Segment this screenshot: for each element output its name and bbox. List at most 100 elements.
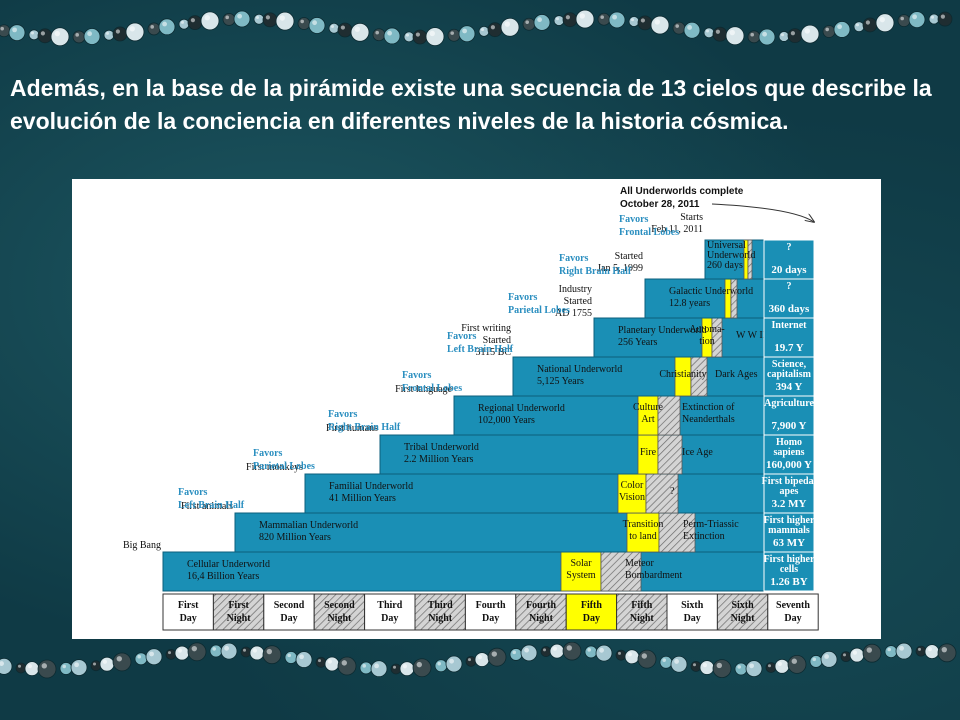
bead — [370, 660, 388, 678]
bead — [222, 13, 236, 26]
result-cell — [763, 239, 815, 280]
underworld-start-label: First animals — [181, 501, 233, 512]
bead — [383, 27, 401, 45]
result-label: Science, capitalism — [767, 359, 812, 380]
bead — [853, 21, 865, 33]
bead-highlight — [374, 663, 379, 669]
heaven-label: Second Night — [324, 600, 355, 624]
slide-title: Además, en la base de la pirámide existe… — [10, 75, 932, 134]
heaven-label: Fifth Night — [630, 600, 655, 624]
bead-highlight — [843, 653, 846, 657]
fifth-night-event: W W II — [736, 330, 766, 341]
bead-highlight — [543, 648, 546, 652]
bead — [562, 12, 578, 28]
underworld-name: National Underworld 5,125 Years — [537, 364, 622, 387]
bead-highlight — [640, 18, 646, 23]
bead — [134, 652, 148, 666]
heaven-cell — [616, 593, 668, 631]
bead — [624, 649, 640, 665]
bead — [412, 658, 432, 678]
bead — [240, 646, 252, 658]
bead — [187, 642, 207, 662]
bead-highlight — [191, 645, 197, 652]
result-value: 160,000 Y — [766, 459, 812, 471]
bead — [833, 21, 851, 38]
bead-highlight — [781, 33, 784, 37]
bead-highlight — [93, 662, 96, 666]
bead-highlight — [129, 26, 135, 32]
bead — [908, 11, 926, 29]
bead — [670, 655, 688, 673]
bead-border-bottom — [0, 641, 960, 682]
bead — [350, 22, 370, 42]
bead — [487, 22, 503, 38]
bead — [637, 649, 657, 669]
underworld-name: Familial Underworld 41 Million Years — [329, 481, 413, 504]
bead — [703, 27, 715, 39]
fifth-night-event: Perm-Triassic Extinction — [683, 519, 739, 542]
underworld-start-label: Starts Feb 11, 2011 — [651, 212, 703, 235]
favors-label: Favors Left Brain Half — [447, 331, 514, 355]
heaven-cell — [565, 593, 618, 631]
bead-highlight — [429, 30, 435, 37]
result-cell — [763, 512, 815, 553]
bead-highlight — [852, 650, 858, 655]
bead — [125, 22, 145, 42]
bead — [262, 12, 278, 28]
bead — [840, 651, 852, 663]
favors-label: Favors Frontal Lobes — [402, 370, 462, 394]
bead-highlight — [627, 652, 633, 657]
bead — [659, 655, 673, 669]
underworld-name: Mammalian Underworld 820 Million Years — [259, 520, 358, 543]
bead — [72, 30, 86, 44]
favors-label: Favors Parietal Lobes — [253, 448, 315, 472]
bead — [315, 656, 327, 668]
bead — [849, 647, 865, 663]
bead-highlight — [865, 20, 871, 25]
bead-highlight — [266, 648, 272, 655]
bead-highlight — [912, 14, 917, 20]
heaven-cell — [212, 593, 265, 631]
bead-highlight — [490, 25, 495, 30]
heaven-label: Fourth Day — [476, 600, 506, 624]
bead-highlight — [631, 18, 634, 22]
bead-highlight — [62, 664, 66, 669]
bead-highlight — [387, 30, 392, 36]
bead — [158, 18, 176, 36]
bead-highlight — [116, 656, 123, 662]
result-label: First bipedal apes — [762, 476, 817, 497]
bead-highlight — [481, 28, 484, 32]
bead-highlight — [279, 15, 285, 21]
heaven-cell — [767, 593, 819, 631]
underworld-start-label: Started Jan 5, 1999 — [597, 251, 643, 274]
bead-highlight — [287, 653, 292, 658]
underworld-bar — [512, 356, 765, 397]
bead — [520, 644, 538, 662]
underworld-start-label: Big Bang — [123, 540, 161, 551]
bead — [284, 651, 298, 664]
bead-highlight — [777, 661, 783, 666]
bead — [765, 662, 777, 673]
bead-highlight — [687, 25, 692, 30]
bead-highlight — [587, 648, 591, 652]
bead-highlight — [18, 664, 21, 668]
bead — [24, 661, 40, 677]
bead-highlight — [693, 663, 696, 667]
fifth-night-cell — [747, 239, 753, 280]
bead-highlight — [729, 29, 735, 36]
bead-highlight — [265, 15, 270, 20]
bead-highlight — [341, 660, 347, 666]
favors-label: Favors Right Brain Half — [328, 409, 401, 433]
fifth-night-event: Extinction of Neanderthals — [682, 402, 735, 425]
fifth-night-cell — [730, 278, 738, 319]
underworld-start-label: First monkeys — [246, 462, 303, 473]
fifth-night-event: ? — [670, 486, 675, 497]
bead-highlight — [599, 647, 604, 653]
bead-highlight — [12, 27, 17, 33]
result-value: 7,900 Y — [771, 420, 806, 432]
bead — [337, 656, 357, 676]
bead-highlight — [102, 659, 107, 664]
bead-highlight — [87, 31, 92, 37]
bead-highlight — [312, 20, 317, 26]
bead-highlight — [450, 31, 455, 35]
